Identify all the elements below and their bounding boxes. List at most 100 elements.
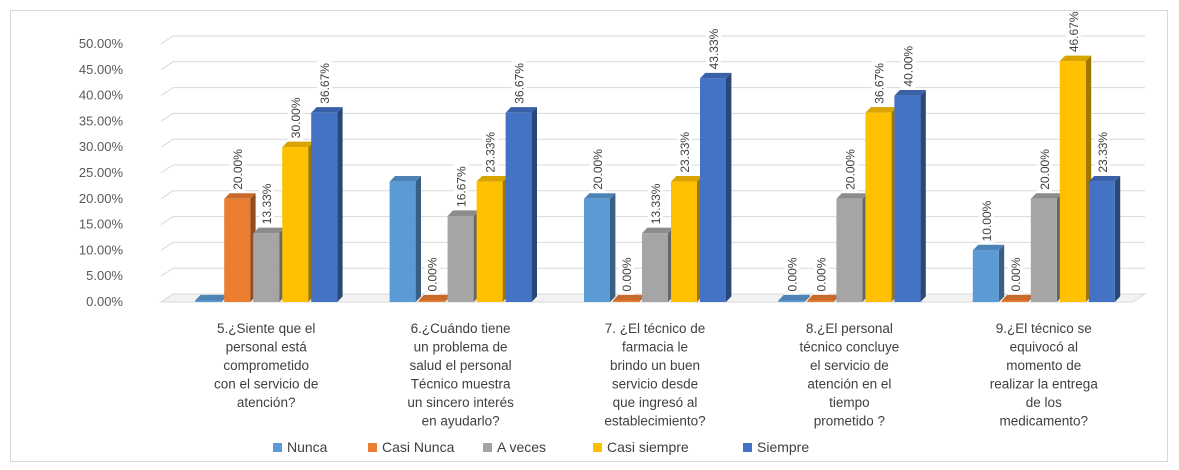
- data-label: 46.67%: [1065, 11, 1081, 56]
- y-tick-label: 50.00%: [79, 36, 124, 51]
- svg-text:0.00%: 0.00%: [814, 257, 828, 291]
- svg-text:16.67%: 16.67%: [455, 166, 469, 207]
- svg-text:23.33%: 23.33%: [1096, 132, 1110, 173]
- svg-text:A veces: A veces: [497, 439, 546, 455]
- category-label: 7. ¿El técnico de farmacia le brindo un bu…: [604, 321, 705, 429]
- legend-item-siempre: Siempre: [743, 439, 809, 455]
- bar-casi-nunca-8: [807, 294, 839, 302]
- gridline: [160, 35, 1145, 45]
- bar-casi-siempre-9: [1059, 55, 1092, 303]
- bar-casi-siempre-5: [282, 141, 314, 302]
- y-tick-label: 25.00%: [79, 165, 124, 180]
- svg-text:23.33%: 23.33%: [484, 132, 498, 173]
- data-label: 0.00%: [424, 255, 440, 295]
- data-label: 43.33%: [706, 26, 721, 73]
- data-label: 23.33%: [482, 130, 498, 176]
- svg-text:10.00%: 10.00%: [980, 200, 994, 241]
- data-label: 0.00%: [784, 255, 800, 295]
- y-tick-label: 10.00%: [79, 242, 124, 257]
- svg-text:40.00%: 40.00%: [901, 46, 915, 87]
- bar-a-veces-8: [836, 193, 868, 302]
- svg-text:43.33%: 43.33%: [707, 28, 721, 69]
- legend-item-a-veces: A veces: [483, 439, 546, 455]
- bar-siempre-5: [311, 107, 343, 302]
- y-tick-label: 45.00%: [79, 62, 124, 77]
- data-label: 13.33%: [648, 181, 663, 228]
- data-label: 23.33%: [677, 130, 692, 176]
- gridline: [160, 164, 1145, 174]
- bar-casi-nunca-9: [1001, 294, 1034, 302]
- bar-casi-siempre-7: [671, 176, 703, 302]
- legend-item-nunca: Nunca: [273, 439, 328, 455]
- chart-frame: 0.00% 5.00% 10.00% 15.00% 20.00% 25.00% 30.00%…: [10, 10, 1168, 462]
- svg-text:20.00%: 20.00%: [591, 149, 605, 190]
- gridline: [160, 61, 1145, 71]
- svg-text:13.33%: 13.33%: [649, 183, 663, 224]
- bar-a-veces-7: [642, 227, 674, 302]
- y-tick-label: 40.00%: [79, 88, 124, 103]
- bar-a-veces-6: [447, 210, 479, 302]
- gridline: [160, 112, 1145, 122]
- category-label: 8.¿El personal técnico concluye el servici…: [799, 321, 899, 429]
- svg-text:0.00%: 0.00%: [785, 257, 799, 291]
- svg-text:Nunca: Nunca: [287, 439, 328, 455]
- y-tick-label: 35.00%: [79, 113, 124, 128]
- category-label: 6.¿Cuándo tiene un problema de salud el pe…: [407, 321, 514, 429]
- data-label: 36.67%: [511, 61, 527, 107]
- svg-text:20.00%: 20.00%: [843, 149, 857, 190]
- svg-text:13.33%: 13.33%: [260, 183, 274, 224]
- svg-text:Casi Nunca: Casi Nunca: [382, 439, 455, 455]
- bar-siempre-6: [505, 107, 537, 302]
- bar-nunca-9: [972, 244, 1005, 302]
- bar-nunca-5: [195, 294, 227, 302]
- legend-item-casi-nunca: Casi Nunca: [368, 439, 455, 455]
- data-label: 40.00%: [900, 44, 916, 90]
- y-tick-label: 30.00%: [79, 139, 124, 154]
- svg-text:23.33%: 23.33%: [678, 132, 692, 173]
- category-label: 5.¿Siente que el personal está comprometid…: [214, 321, 318, 410]
- svg-text:36.67%: 36.67%: [872, 63, 886, 104]
- bar-nunca-8: [778, 294, 810, 302]
- svg-text:0.00%: 0.00%: [1009, 257, 1023, 291]
- gridline: [160, 138, 1145, 148]
- data-label: 0.00%: [813, 255, 829, 295]
- bar-a-veces-9: [1030, 193, 1063, 302]
- bar-nunca-6: [389, 176, 421, 302]
- data-label: 16.67%: [453, 164, 469, 210]
- svg-text:Siempre: Siempre: [757, 439, 809, 455]
- svg-text:36.67%: 36.67%: [513, 63, 527, 104]
- y-tick-label: 5.00%: [86, 268, 123, 283]
- category-label: 9.¿El técnico se equivocó al momento de rea…: [990, 321, 1099, 429]
- gridline: [160, 216, 1145, 226]
- data-label: 13.33%: [259, 181, 275, 228]
- svg-text:Casi siempre: Casi siempre: [607, 439, 689, 455]
- bar-casi-siempre-8: [865, 107, 897, 302]
- data-label: 0.00%: [619, 255, 634, 295]
- y-tick-label: 20.00%: [79, 191, 124, 206]
- svg-text:0.00%: 0.00%: [426, 257, 440, 291]
- gridline: [160, 87, 1145, 97]
- bar-siempre-9: [1088, 176, 1121, 302]
- data-label: 20.00%: [1036, 147, 1052, 193]
- data-label: 20.00%: [230, 147, 246, 193]
- bar-casi-nunca-7: [613, 294, 645, 302]
- clustered-bar-chart: 0.00% 5.00% 10.00% 15.00% 20.00% 25.00% 30.00%…: [79, 11, 1147, 455]
- data-label: 23.33%: [1094, 130, 1110, 176]
- y-tick-label: 15.00%: [79, 217, 124, 232]
- svg-text:20.00%: 20.00%: [231, 149, 245, 190]
- svg-text:30.00%: 30.00%: [289, 97, 303, 138]
- data-label: 20.00%: [590, 147, 605, 193]
- svg-text:0.00%: 0.00%: [620, 257, 634, 291]
- bar-nunca-7: [584, 193, 616, 302]
- svg-text:20.00%: 20.00%: [1038, 149, 1052, 190]
- bar-casi-siempre-6: [476, 176, 508, 302]
- data-label: 20.00%: [842, 147, 858, 193]
- bar-casi-nunca-6: [418, 294, 450, 302]
- gridline: [160, 241, 1145, 251]
- bar-casi-nunca-5: [224, 193, 256, 302]
- y-tick-label: 0.00%: [86, 294, 123, 309]
- data-label: 36.67%: [317, 61, 333, 107]
- svg-text:46.67%: 46.67%: [1067, 11, 1081, 52]
- bar-siempre-8: [894, 90, 926, 302]
- svg-text:36.67%: 36.67%: [318, 63, 332, 104]
